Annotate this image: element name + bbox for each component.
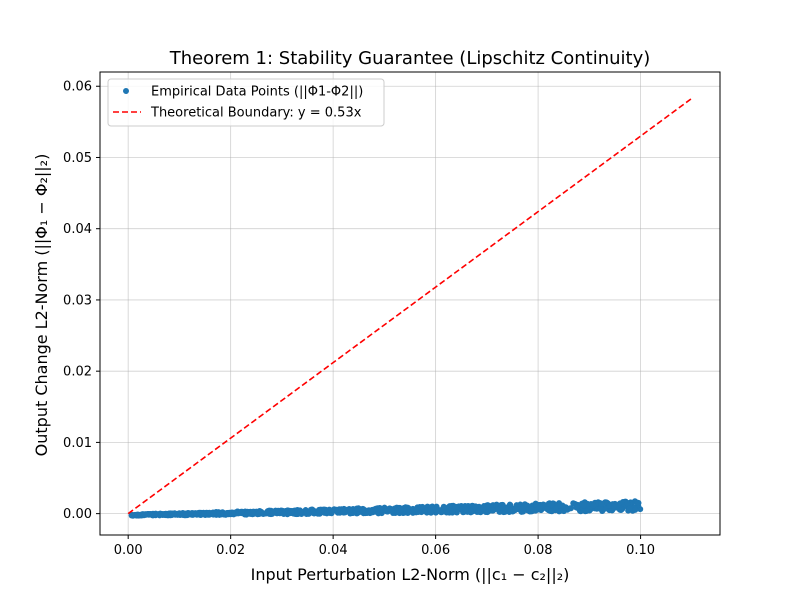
data-point	[419, 503, 426, 510]
legend-label-line: Theoretical Boundary: y = 0.53x	[150, 106, 362, 121]
x-tick-label: 0.04	[319, 543, 348, 558]
data-point	[559, 502, 566, 509]
data-point	[611, 503, 618, 510]
x-axis-label: Input Perturbation L2-Norm (||c₁ − c₂||₂…	[251, 565, 570, 584]
data-point	[200, 511, 207, 518]
data-point	[624, 500, 631, 507]
data-point	[238, 508, 245, 515]
data-point	[141, 511, 148, 518]
data-point	[383, 508, 390, 515]
x-tick-label: 0.02	[216, 543, 245, 558]
data-point	[573, 504, 580, 511]
data-point	[333, 507, 340, 514]
data-point	[264, 508, 271, 515]
y-tick-label: 0.05	[63, 151, 92, 166]
data-point	[519, 505, 526, 512]
y-tick-label: 0.01	[63, 436, 92, 451]
data-point	[397, 506, 404, 513]
data-point	[617, 507, 624, 514]
data-point	[328, 509, 335, 516]
data-point	[355, 505, 362, 512]
legend-marker-scatter	[123, 88, 129, 94]
data-point	[583, 507, 590, 514]
data-point	[405, 508, 412, 515]
boundary-line	[127, 97, 693, 515]
data-point	[626, 505, 633, 512]
data-point	[367, 509, 374, 516]
data-point	[134, 511, 141, 518]
data-point	[258, 509, 265, 516]
data-point	[462, 506, 469, 513]
data-point	[244, 509, 251, 516]
y-axis-label: Output Change L2-Norm (||Φ₁ − Φ₂||₂)	[32, 154, 51, 457]
data-point	[280, 510, 287, 517]
data-point	[528, 505, 535, 512]
data-point	[439, 508, 446, 515]
data-point	[305, 510, 312, 517]
data-point	[489, 507, 496, 514]
x-tick-label: 0.08	[524, 543, 553, 558]
data-point	[182, 511, 189, 518]
data-point	[316, 508, 323, 515]
data-point	[567, 505, 574, 512]
x-tick-label: 0.10	[626, 543, 655, 558]
data-point	[224, 510, 231, 517]
data-point	[606, 502, 613, 509]
data-point	[548, 508, 555, 515]
data-point	[128, 512, 135, 519]
y-tick-label: 0.06	[63, 80, 92, 95]
data-point	[590, 502, 597, 509]
data-point	[536, 504, 543, 511]
data-point	[340, 507, 347, 514]
data-point	[435, 507, 442, 514]
y-tick-label: 0.00	[63, 507, 92, 522]
data-point	[480, 505, 487, 512]
data-point	[388, 507, 395, 514]
legend-label-scatter: Empirical Data Points (||Φ1-Φ2||)	[151, 85, 363, 100]
x-tick-label: 0.00	[114, 543, 143, 558]
data-point	[193, 510, 200, 517]
data-point	[506, 501, 513, 508]
data-point	[632, 506, 639, 513]
data-point	[472, 503, 479, 510]
scatter-series	[128, 498, 644, 519]
y-tick-label: 0.03	[63, 293, 92, 308]
plot-frame	[99, 71, 721, 536]
data-point	[499, 504, 506, 511]
data-point	[467, 508, 474, 515]
data-point	[210, 510, 217, 517]
data-point	[297, 508, 304, 515]
legend: Empirical Data Points (||Φ1-Φ2||) Theoret…	[107, 78, 385, 127]
data-point	[346, 506, 353, 513]
data-point	[452, 504, 459, 511]
data-point	[270, 509, 277, 516]
data-point	[512, 506, 519, 513]
plot-area: 0.00 0.02 0.04 0.06 0.08 0.10 0.00 0.01 0.02 0.03…	[63, 71, 721, 558]
data-point	[597, 505, 604, 512]
x-tick-label: 0.06	[421, 543, 450, 558]
data-point	[494, 506, 501, 513]
data-point	[377, 505, 384, 512]
y-tick-label: 0.04	[63, 222, 92, 237]
data-point	[548, 501, 555, 508]
legend-box	[107, 78, 385, 127]
data-point	[440, 503, 447, 510]
data-point	[168, 510, 175, 517]
data-point	[427, 508, 434, 515]
data-point	[162, 511, 169, 518]
data-point	[598, 500, 605, 507]
chart-title: Theorem 1: Stability Guarantee (Lipschit…	[169, 48, 651, 69]
data-point	[507, 507, 514, 514]
data-point	[580, 502, 587, 509]
y-tick-label: 0.02	[63, 365, 92, 380]
data-point	[570, 500, 577, 507]
data-point	[249, 509, 256, 516]
data-point	[634, 499, 641, 506]
data-point	[544, 505, 551, 512]
data-point	[359, 507, 366, 514]
data-point	[413, 505, 420, 512]
data-point	[149, 512, 156, 519]
